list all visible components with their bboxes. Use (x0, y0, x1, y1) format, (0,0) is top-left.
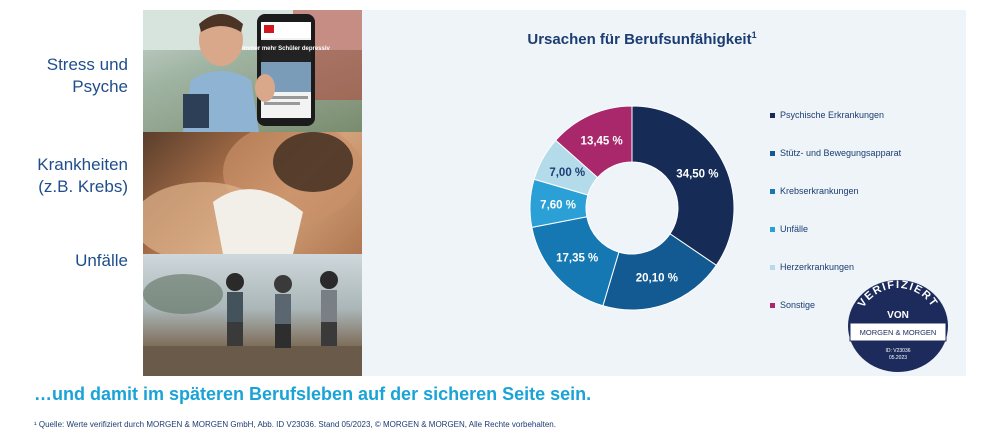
legend-label-0: Psychische Erkrankungen (780, 110, 885, 120)
legend-swatch-3 (770, 226, 775, 232)
donut-slice-label-4: 7,00 % (549, 167, 585, 179)
donut-slice-0 (631, 105, 735, 267)
seal-brand: MORGEN & MORGEN (860, 328, 937, 337)
category-label-krankheiten: Krankheiten (z.B. Krebs) (37, 155, 128, 196)
donut-slice-label-1: 20,10 % (636, 273, 678, 285)
legend-item-0: Psychische Erkrankungen (770, 108, 884, 122)
legend-swatch-5 (770, 302, 775, 308)
category-label-unfaelle: Unfälle (75, 251, 128, 270)
legend-label-3: Unfälle (780, 224, 809, 234)
phone-headline: Immer mehr Schüler depressiv (242, 46, 330, 52)
chart-title: Ursachen für Berufsunfähigkeit1 (527, 30, 757, 48)
legend-swatch-1 (770, 150, 775, 156)
donut-chart: 34,50 % 20,10 % 17,35 % 7,60 % 7,00 % 13,45 % (529, 105, 735, 311)
legend-item-1: Stütz- und Bewegungsapparat (770, 146, 901, 160)
legend-swatch-0 (770, 112, 775, 118)
photo-woman-patient (143, 132, 362, 254)
category-labels: Stress und Psyche Krankheiten (z.B. Kreb… (0, 10, 134, 376)
legend-label-5: Sonstige (780, 300, 816, 310)
legend-label-1: Stütz- und Bewegungsapparat (780, 148, 902, 158)
legend-swatch-2 (770, 188, 775, 194)
photo-student-with-phone: Immer mehr Schüler depressiv (143, 10, 362, 132)
seal-von: VON (887, 310, 909, 321)
donut-slice-label-3: 7,60 % (540, 200, 576, 212)
legend-item-4: Herzerkrankungen (770, 260, 854, 274)
photo-column: Immer mehr Schüler depressiv (143, 10, 362, 376)
donut-slice-label-0: 34,50 % (676, 168, 718, 180)
footnote: ¹ Quelle: Werte verifiziert durch MORGEN… (34, 420, 556, 429)
donut-slice-label-5: 13,45 % (581, 136, 623, 148)
verification-seal: VERIFIZIERT VON MORGEN & MORGEN ID: V230… (848, 279, 948, 372)
donut-slice-5 (554, 105, 633, 179)
legend-swatch-4 (770, 264, 775, 270)
legend-item-3: Unfälle (770, 222, 808, 236)
legend-label-2: Krebserkrankungen (780, 186, 859, 196)
legend-label-4: Herzerkrankungen (780, 262, 855, 272)
donut-slice-2 (531, 216, 620, 307)
photo-skaters (143, 254, 362, 376)
slogan: …und damit im späteren Berufsleben auf d… (34, 384, 592, 404)
donut-slice-1 (602, 233, 718, 311)
seal-id: ID: V23036 (885, 348, 910, 354)
legend-item-2: Krebserkrankungen (770, 184, 859, 198)
legend-item-5: Sonstige (770, 298, 815, 312)
category-label-stress: Stress und Psyche (46, 55, 128, 96)
chart-panel: Ursachen für Berufsunfähigkeit1 34,50 % 2… (362, 10, 966, 376)
seal-date: 05.2023 (889, 355, 907, 361)
donut-slice-label-2: 17,35 % (556, 253, 598, 265)
